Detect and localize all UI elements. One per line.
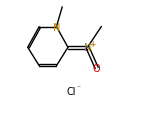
Text: O: O (93, 63, 100, 73)
Text: +: + (89, 39, 95, 48)
Text: Cl: Cl (67, 86, 76, 96)
Text: ⁻: ⁻ (76, 82, 80, 91)
Text: N: N (84, 43, 91, 53)
Text: N: N (53, 22, 60, 32)
